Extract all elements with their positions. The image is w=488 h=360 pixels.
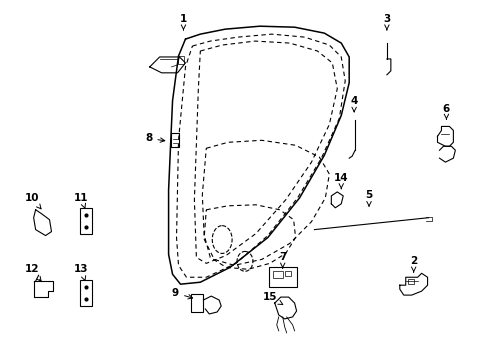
Text: 8: 8: [145, 133, 164, 143]
Bar: [284, 271, 290, 276]
Text: 14: 14: [333, 173, 348, 189]
Bar: [80, 208, 92, 234]
Bar: [407, 279, 413, 284]
Bar: [272, 271, 282, 278]
Text: 12: 12: [24, 264, 41, 281]
Text: 1: 1: [180, 14, 187, 30]
Text: 13: 13: [74, 264, 88, 280]
Text: 15: 15: [262, 292, 282, 305]
Text: 3: 3: [383, 14, 390, 30]
Text: 5: 5: [365, 190, 372, 206]
Text: 4: 4: [350, 96, 357, 112]
Text: 9: 9: [172, 288, 192, 299]
Bar: [268, 267, 296, 287]
Bar: [170, 133, 178, 147]
Text: 7: 7: [279, 252, 286, 268]
Bar: [177, 56, 184, 64]
Text: 6: 6: [442, 104, 449, 119]
Text: 2: 2: [409, 256, 416, 272]
Text: 10: 10: [24, 193, 41, 209]
Bar: [80, 280, 92, 306]
Bar: [191, 294, 203, 312]
Text: 11: 11: [74, 193, 88, 208]
